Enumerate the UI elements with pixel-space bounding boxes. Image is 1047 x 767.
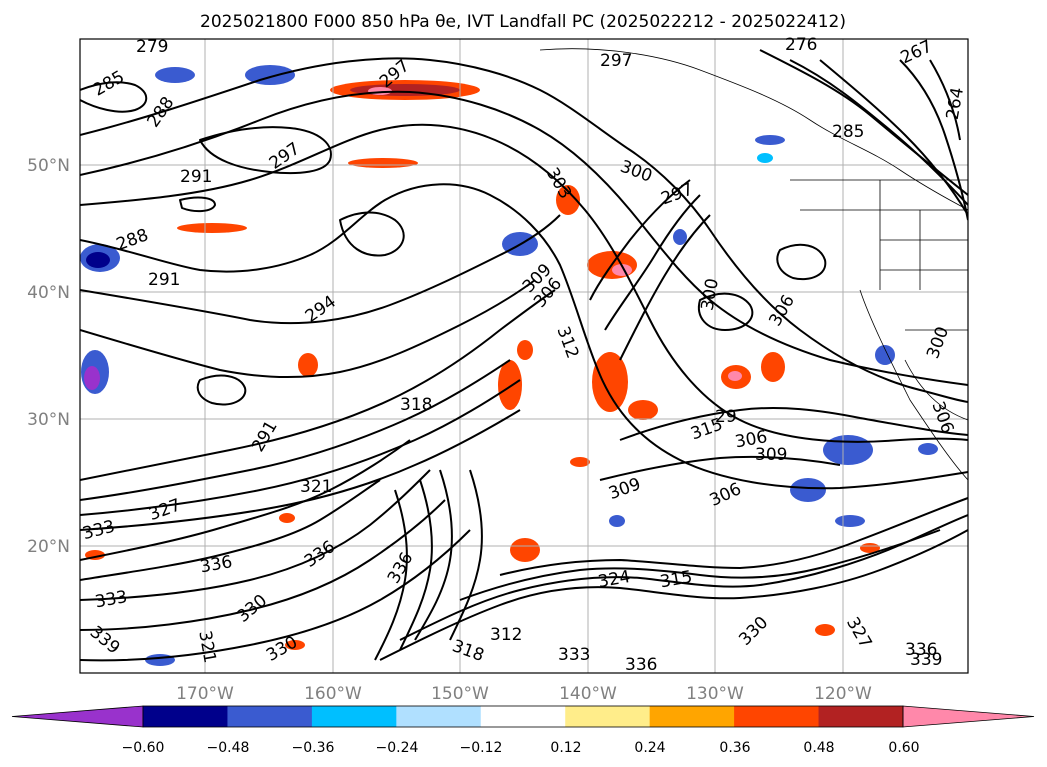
colorbar-segment xyxy=(311,706,397,727)
colorbar-tick-label: −0.24 xyxy=(376,740,419,756)
colorbar-segment xyxy=(143,706,228,727)
contour-label: 309 xyxy=(755,445,787,465)
figure-title: 2025021800 F000 850 hPa θe, IVT Landfall… xyxy=(200,12,846,32)
contour-label: 336 xyxy=(625,655,657,675)
colorbar-segment xyxy=(396,706,482,727)
colorbar-segment xyxy=(227,706,313,727)
colorbar-extend-low xyxy=(11,705,144,728)
colorbar-tick-label: 0.48 xyxy=(803,740,834,756)
contour-label: 276 xyxy=(785,35,817,55)
contour-label: 29 xyxy=(715,407,737,427)
contour-label: 297 xyxy=(600,51,632,71)
contour-label: 279 xyxy=(136,37,168,57)
longitude-tick-labels: 170°W 160°W 150°W 140°W 130°W 120°W xyxy=(176,684,872,704)
colorbar-extend-high xyxy=(902,705,1035,728)
contour-label: 291 xyxy=(148,270,180,290)
lat-tick-label: 30°N xyxy=(27,410,70,430)
lat-tick-label: 20°N xyxy=(27,537,70,557)
colorbar-tick-label: −0.60 xyxy=(122,740,165,756)
contour-label: 285 xyxy=(832,122,864,142)
colorbar-frame xyxy=(142,705,904,728)
map-panel: 279 285 288 291 288 291 294 297 297 297 … xyxy=(79,35,969,675)
colorbar-segment xyxy=(818,706,904,727)
lat-tick-label: 40°N xyxy=(27,283,70,303)
colorbar-segment xyxy=(565,706,651,727)
colorbar-tick-label: 0.12 xyxy=(550,740,581,756)
lon-tick-label: 150°W xyxy=(431,684,489,704)
colorbar-segment xyxy=(734,706,820,727)
theta-e-contours xyxy=(80,49,968,662)
lon-tick-label: 170°W xyxy=(176,684,234,704)
contour-label: 333 xyxy=(558,645,590,665)
latitude-tick-labels: 50°N 40°N 30°N 20°N xyxy=(27,156,70,557)
lon-tick-label: 140°W xyxy=(559,684,617,704)
lat-tick-label: 50°N xyxy=(27,156,70,176)
lon-tick-label: 160°W xyxy=(304,684,362,704)
colorbar-tick-label: 0.24 xyxy=(634,740,665,756)
lon-tick-label: 120°W xyxy=(814,684,872,704)
coastlines xyxy=(539,48,968,481)
contour-label: 312 xyxy=(490,625,522,645)
contour-label: 318 xyxy=(400,395,432,415)
colorbar-tick-label: 0.60 xyxy=(888,740,919,756)
colorbar-segment xyxy=(649,706,735,727)
colorbar-tick-label: −0.36 xyxy=(292,740,335,756)
colorbar-tick-label: −0.48 xyxy=(207,740,250,756)
lon-tick-label: 130°W xyxy=(686,684,744,704)
contour-label: 339 xyxy=(910,650,942,670)
map-frame xyxy=(79,38,969,674)
colorbar-tick-labels: −0.60 −0.48 −0.36 −0.24 −0.12 0.12 0.24 … xyxy=(122,740,920,756)
colorbar-tick-label: −0.12 xyxy=(460,740,503,756)
contour-label: 336 xyxy=(905,640,937,660)
contour-label: 291 xyxy=(180,167,212,187)
contour-label: 321 xyxy=(300,477,332,497)
colorbar-tick-label: 0.36 xyxy=(719,740,750,756)
colorbar-segment xyxy=(480,706,566,727)
colorbar xyxy=(11,705,1035,728)
